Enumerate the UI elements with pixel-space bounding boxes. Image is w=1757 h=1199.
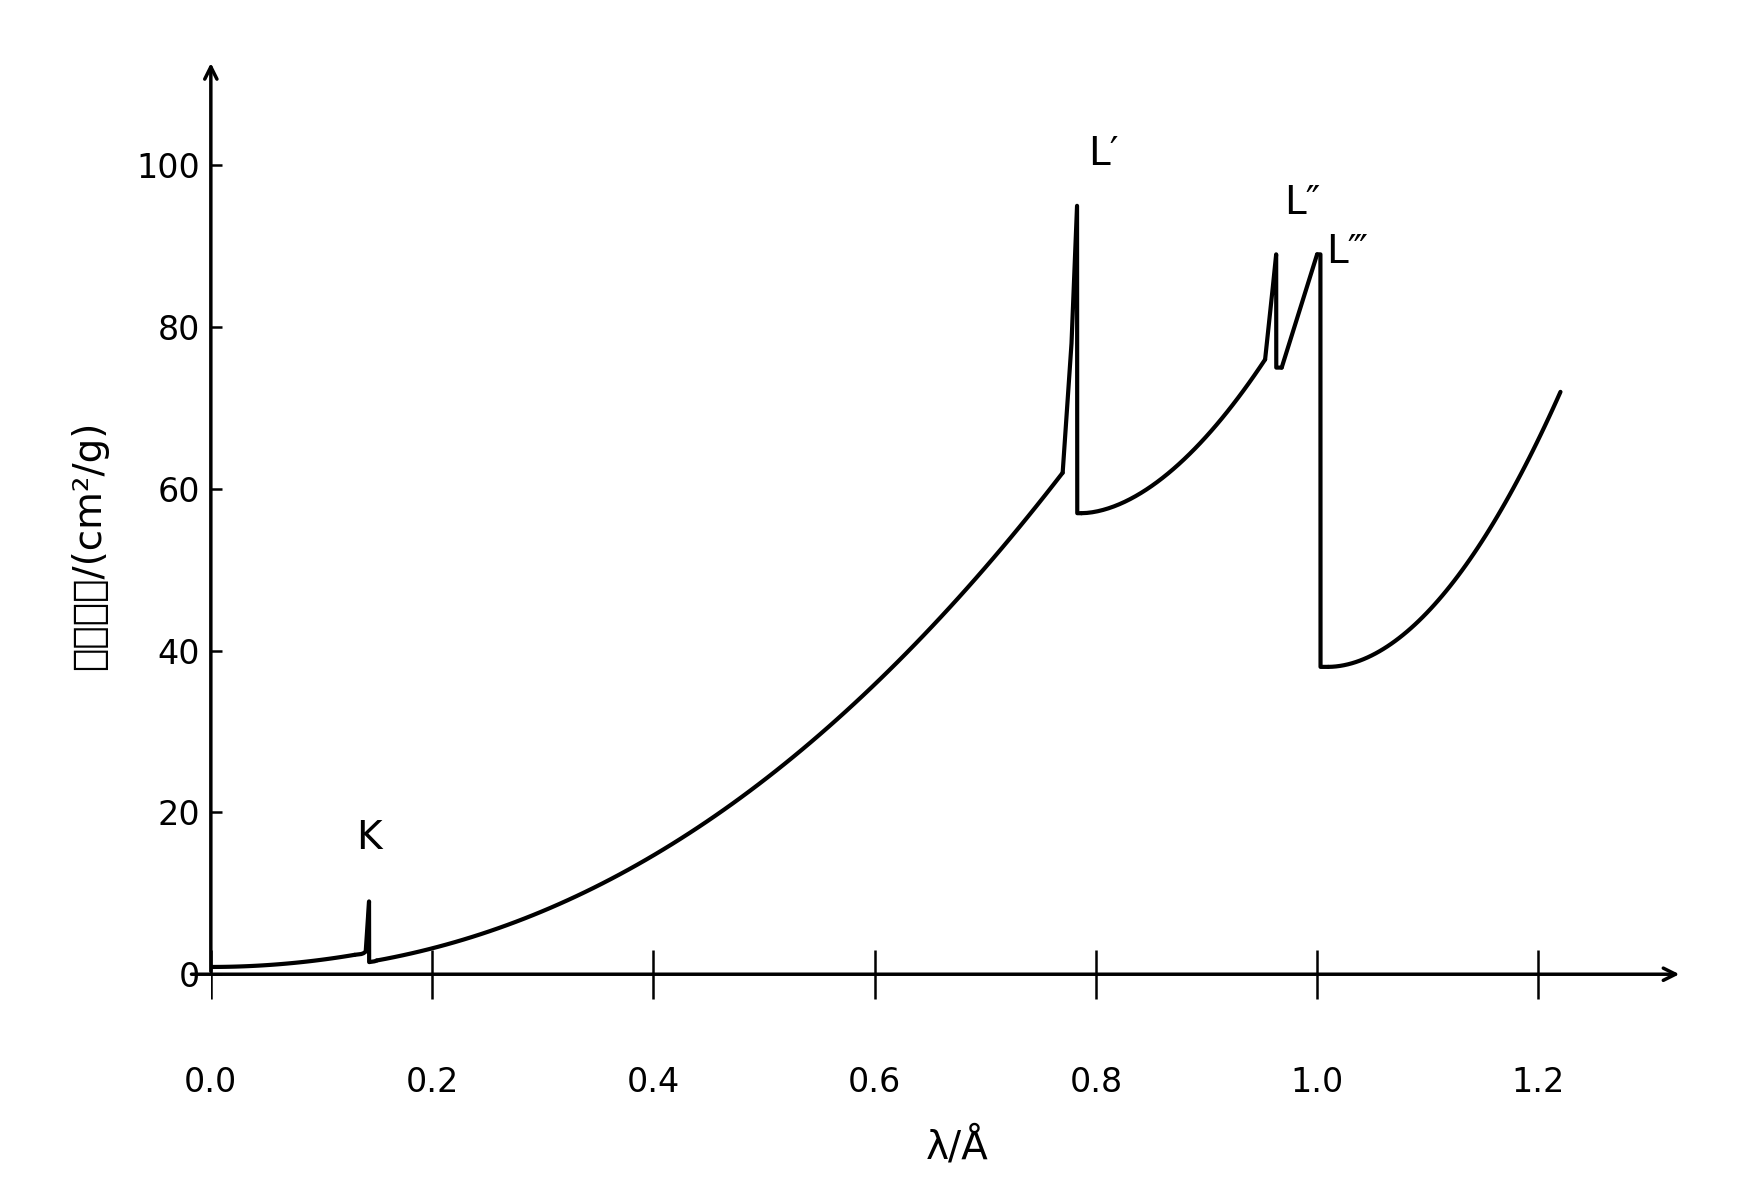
Text: L′: L′ [1088,135,1119,174]
Text: L″: L″ [1284,183,1320,222]
Y-axis label: 吸收系数/(cm²/g): 吸收系数/(cm²/g) [70,421,109,670]
X-axis label: λ/Å: λ/Å [926,1127,989,1167]
Text: K: K [357,819,381,857]
Text: L‴: L‴ [1327,233,1369,271]
